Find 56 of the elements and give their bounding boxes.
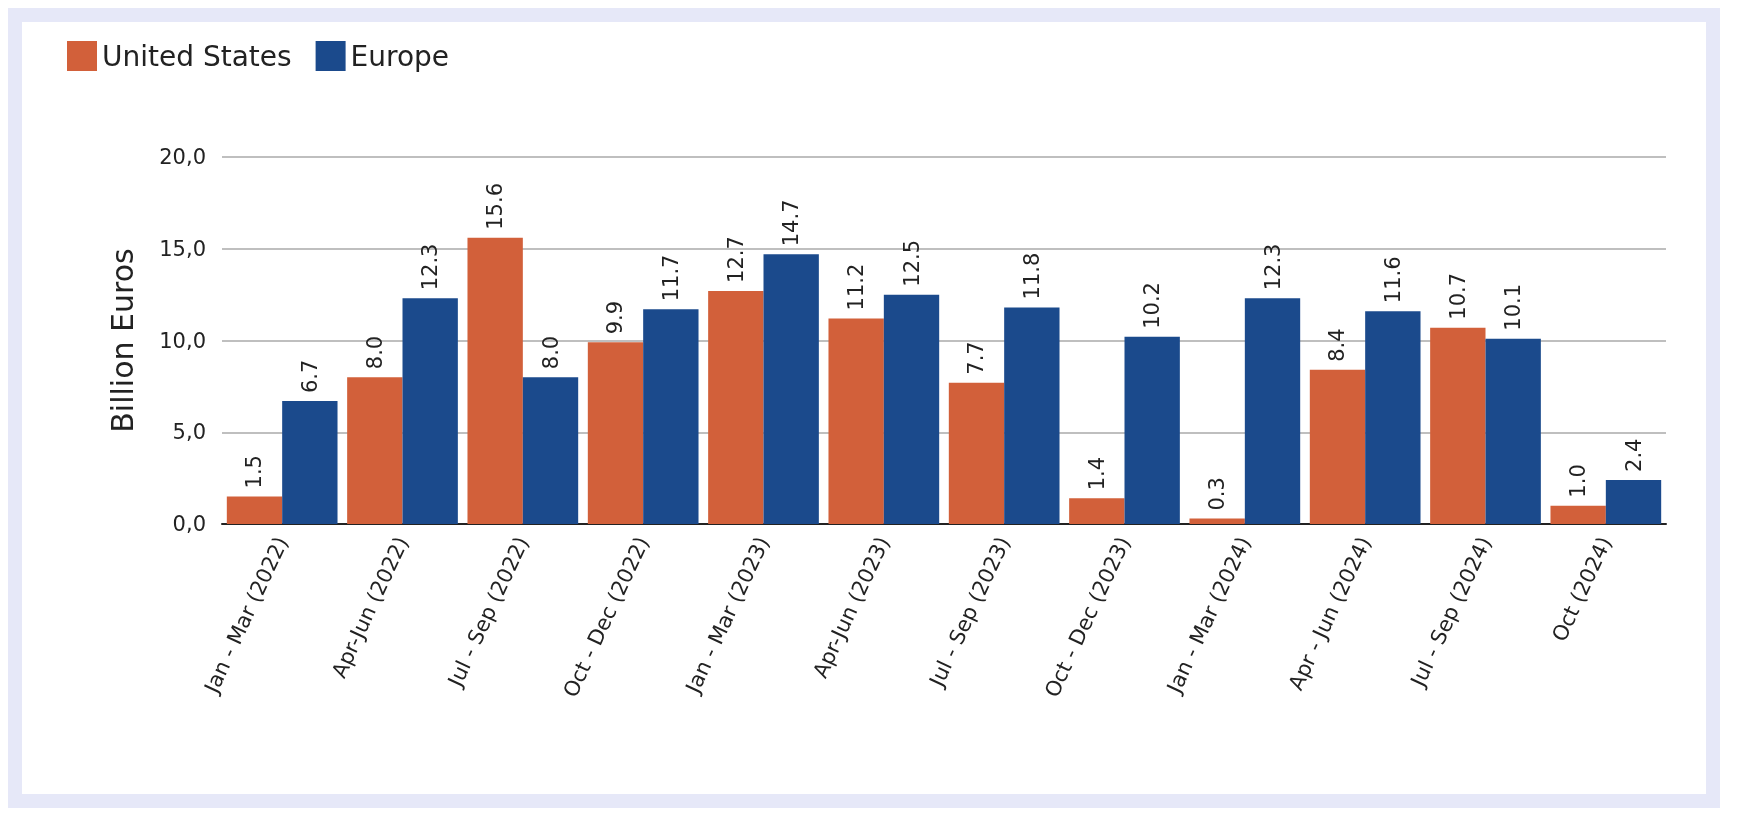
bar (708, 290, 764, 524)
bar (1124, 336, 1180, 524)
data-label: 8.0 (538, 335, 563, 370)
y-axis-title: Billion Euros (104, 248, 140, 433)
bar (467, 237, 523, 524)
bar (1485, 338, 1541, 524)
data-label: 10.7 (1445, 272, 1470, 320)
bar (1004, 307, 1060, 524)
bar (948, 382, 1005, 524)
bar (1430, 327, 1486, 524)
y-tick-label: 5,0 (172, 420, 206, 445)
data-label: 12.3 (418, 243, 443, 291)
y-tick-label: 0,0 (172, 512, 206, 536)
legend-label: Europe (350, 39, 450, 73)
bar (643, 309, 699, 524)
data-label: 1.4 (1084, 456, 1109, 491)
data-label: 14.7 (779, 199, 804, 247)
data-label: 8.0 (362, 335, 387, 370)
data-label: 11.6 (1380, 256, 1405, 304)
y-tick-label: 15,0 (159, 236, 206, 261)
data-label: 1.0 (1566, 464, 1591, 498)
data-label: 12.5 (899, 239, 924, 287)
bar (347, 377, 403, 524)
bar (1069, 498, 1125, 524)
bar (1605, 479, 1662, 524)
bar (587, 342, 644, 524)
bar (1309, 369, 1366, 524)
data-label: 10.1 (1501, 283, 1526, 331)
y-tick-label: 20,0 (159, 145, 206, 169)
data-label: 11.8 (1019, 252, 1044, 300)
bar (402, 298, 458, 524)
bar (763, 254, 819, 524)
y-tick-label: 10,0 (159, 328, 206, 353)
data-label: 7.7 (964, 341, 989, 375)
bar (226, 496, 283, 524)
data-label: 6.7 (297, 359, 322, 394)
bar (1244, 298, 1301, 524)
bar (1550, 505, 1606, 524)
bar (282, 401, 338, 524)
data-label: 9.9 (603, 300, 628, 335)
data-label: 15.6 (483, 182, 508, 230)
bar (828, 318, 884, 524)
bar (883, 294, 940, 524)
legend-label: United States (102, 39, 292, 73)
data-label: 1.5 (242, 455, 267, 489)
bar (1365, 311, 1421, 524)
data-label: 12.3 (1260, 243, 1285, 291)
data-label: 12.7 (723, 236, 748, 283)
bar (522, 377, 579, 524)
data-label: 8.4 (1325, 328, 1350, 362)
data-label: 11.2 (844, 263, 869, 311)
data-label: 2.4 (1621, 438, 1646, 472)
data-label: 0.3 (1205, 477, 1230, 511)
data-label: 10.2 (1140, 282, 1165, 329)
data-label: 11.7 (658, 254, 683, 302)
bar (1189, 518, 1245, 524)
